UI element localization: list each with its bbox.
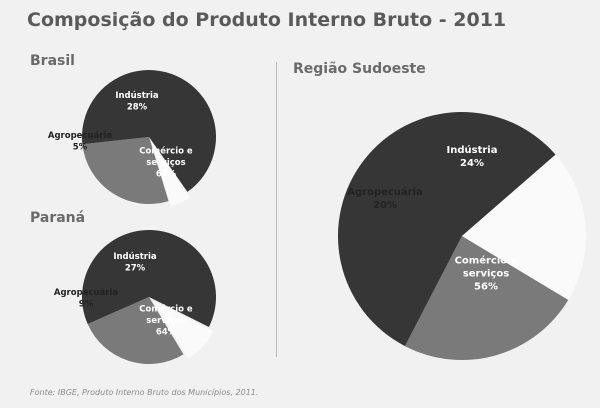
- slice-label-brasil-comercio-e-servicos: Comércio e serviços: [139, 145, 193, 168]
- slice-value-parana-agropecuaria: 9%: [79, 300, 94, 310]
- slice-value-brasil-comercio-e-servicos: 67%: [156, 169, 177, 179]
- pie-slice-brasil-comercio-e-servicos: [82, 70, 216, 192]
- slice-label-parana-comercio-e-servicos: Comércio e serviços: [139, 303, 193, 326]
- chart-title-brasil: Brasil: [30, 53, 75, 69]
- slice-value-regiao-sudoeste-industria: 24%: [460, 158, 484, 169]
- slice-label-regiao-sudoeste-industria: Indústria: [447, 144, 498, 156]
- chart-title-parana: Paraná: [30, 210, 86, 226]
- slice-value-regiao-sudoeste-comercio-e-servicos: 56%: [474, 281, 498, 292]
- slice-label-regiao-sudoeste-comercio-e-servicos: Comércio e serviços: [455, 254, 518, 279]
- slice-value-parana-comercio-e-servicos: 64%: [156, 327, 177, 337]
- slice-value-brasil-agropecuaria: 5%: [73, 143, 88, 153]
- pie-slice-parana-comercio-e-servicos: [82, 230, 217, 327]
- slice-value-parana-industria: 27%: [125, 264, 146, 274]
- pie-slice-regiao-sudoeste-industria: [404, 236, 569, 360]
- page-title: Composição do Produto Interno Bruto - 20…: [27, 9, 507, 31]
- pie-slice-parana-agropecuaria: [153, 301, 214, 359]
- slice-label-brasil-agropecuaria: Agropecuária: [48, 131, 112, 141]
- chart-title-regiao-sudoeste: Região Sudoeste: [293, 61, 426, 77]
- vertical-divider: [276, 62, 277, 357]
- pie-slice-regiao-sudoeste-agropecuaria: [462, 154, 586, 300]
- pie-slice-parana-industria: [87, 297, 184, 364]
- slice-label-parana-industria: Indústria: [113, 252, 157, 262]
- slice-label-regiao-sudoeste-agropecuaria: Agropecuária: [347, 186, 423, 198]
- pie-slice-brasil-industria: [82, 137, 169, 204]
- pie-slice-regiao-sudoeste-comercio-e-servicos: [337, 111, 556, 347]
- slice-label-parana-agropecuaria: Agropecuária: [54, 288, 118, 298]
- source-note: Fonte: IBGE, Produto Interno Bruto dos M…: [30, 388, 259, 397]
- pie-slice-brasil-agropecuaria: [151, 142, 191, 207]
- slice-value-brasil-industria: 28%: [127, 103, 148, 113]
- slice-value-regiao-sudoeste-agropecuaria: 20%: [373, 200, 397, 211]
- slice-label-brasil-industria: Indústria: [115, 91, 159, 101]
